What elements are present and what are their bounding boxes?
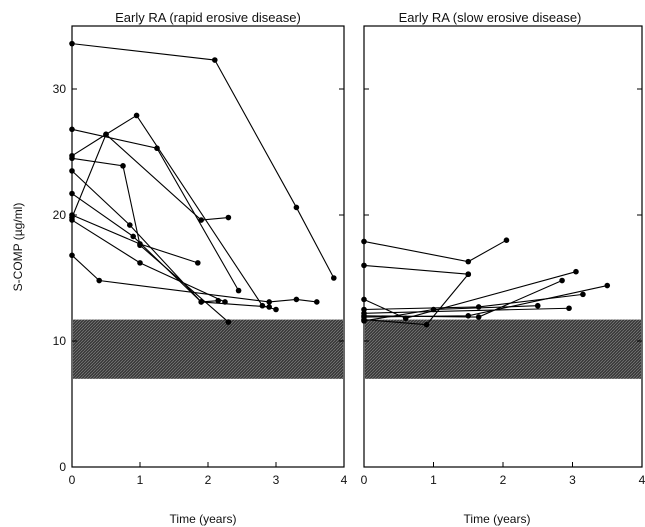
x-tick-label: 0 <box>361 473 368 487</box>
data-point <box>137 260 143 266</box>
series-line <box>71 193 270 308</box>
panel-rapid-erosive: 0 1 2 3 4 0 10 20 30 Early RA (rapid erosive dise… <box>11 10 348 526</box>
x-tick-label: 2 <box>500 473 507 487</box>
data-point <box>130 233 136 240</box>
data-point <box>137 241 143 247</box>
data-point <box>331 275 337 281</box>
series-line <box>363 307 570 314</box>
data-point <box>475 314 482 320</box>
x-tick-label: 1 <box>137 473 144 487</box>
data-point <box>222 299 228 305</box>
series-line <box>363 239 507 263</box>
data-point <box>361 238 367 245</box>
data-point <box>465 271 472 278</box>
data-point <box>293 296 300 303</box>
data-point <box>127 222 133 228</box>
x-tick-label: 4 <box>341 473 348 487</box>
data-point <box>235 287 242 294</box>
y-axis-label: S-COMP (µg/ml) <box>11 203 25 292</box>
data-point <box>69 168 75 174</box>
data-point <box>120 163 126 169</box>
y-tick-label: 0 <box>59 460 66 474</box>
data-point <box>503 237 510 243</box>
data-point <box>423 321 430 328</box>
data-point <box>534 302 541 309</box>
series-line <box>71 114 277 311</box>
data-point <box>361 318 367 324</box>
series-line <box>71 43 335 279</box>
data-point <box>96 277 102 284</box>
normal-range-band <box>73 319 343 379</box>
panel-title: Early RA (rapid erosive disease) <box>115 10 301 25</box>
x-tick-label: 0 <box>69 473 76 487</box>
data-point <box>361 296 367 303</box>
data-point <box>154 145 160 152</box>
data-point <box>475 304 482 310</box>
x-axis-label: Time (years) <box>170 512 237 526</box>
data-point <box>198 299 204 305</box>
y-tick-label: 10 <box>53 334 67 348</box>
data-point <box>69 40 75 47</box>
x-tick-label: 3 <box>569 473 576 487</box>
normal-range-band <box>365 319 641 379</box>
data-point <box>69 155 75 162</box>
x-tick-label: 2 <box>205 473 212 487</box>
data-point <box>573 268 579 275</box>
data-point <box>259 302 266 309</box>
series-line <box>71 170 219 303</box>
panel-slow-erosive: 0 1 2 3 4 Early RA (slow erosive disease) Time… <box>361 10 645 526</box>
data-point <box>559 277 565 284</box>
series-line <box>363 264 469 275</box>
data-point <box>69 190 75 197</box>
data-point <box>314 299 320 305</box>
data-point <box>69 126 75 133</box>
data-point <box>361 262 367 269</box>
x-tick-label: 1 <box>430 473 437 487</box>
data-point <box>361 313 367 319</box>
x-axis-label: Time (years) <box>464 512 531 526</box>
data-point <box>225 319 232 325</box>
data-point <box>580 291 586 298</box>
plot-frame <box>71 25 345 468</box>
series-line <box>71 219 226 303</box>
data-point <box>465 258 472 265</box>
data-point <box>212 57 218 63</box>
data-point <box>273 306 279 313</box>
data-point <box>293 204 300 211</box>
series-line <box>71 133 229 221</box>
series-line <box>71 128 240 291</box>
plot-frame <box>363 25 643 468</box>
y-tick-label: 20 <box>53 208 67 222</box>
data-point <box>566 305 572 312</box>
x-tick-label: 3 <box>273 473 280 487</box>
y-tick-label: 30 <box>53 82 67 96</box>
data-point <box>266 299 273 305</box>
data-point <box>225 214 232 221</box>
data-point <box>604 282 611 289</box>
panel-title: Early RA (slow erosive disease) <box>399 10 582 25</box>
data-point <box>69 217 75 223</box>
series-line <box>71 157 229 323</box>
data-point <box>198 217 204 223</box>
data-point <box>103 131 109 138</box>
series-line <box>363 293 583 311</box>
data-point <box>69 252 75 259</box>
series-line <box>363 271 577 319</box>
data-point <box>133 112 140 119</box>
x-tick-label: 4 <box>639 473 645 487</box>
data-point <box>195 260 201 266</box>
data-point <box>465 313 472 319</box>
data-point <box>430 306 437 313</box>
series-line <box>363 280 563 318</box>
